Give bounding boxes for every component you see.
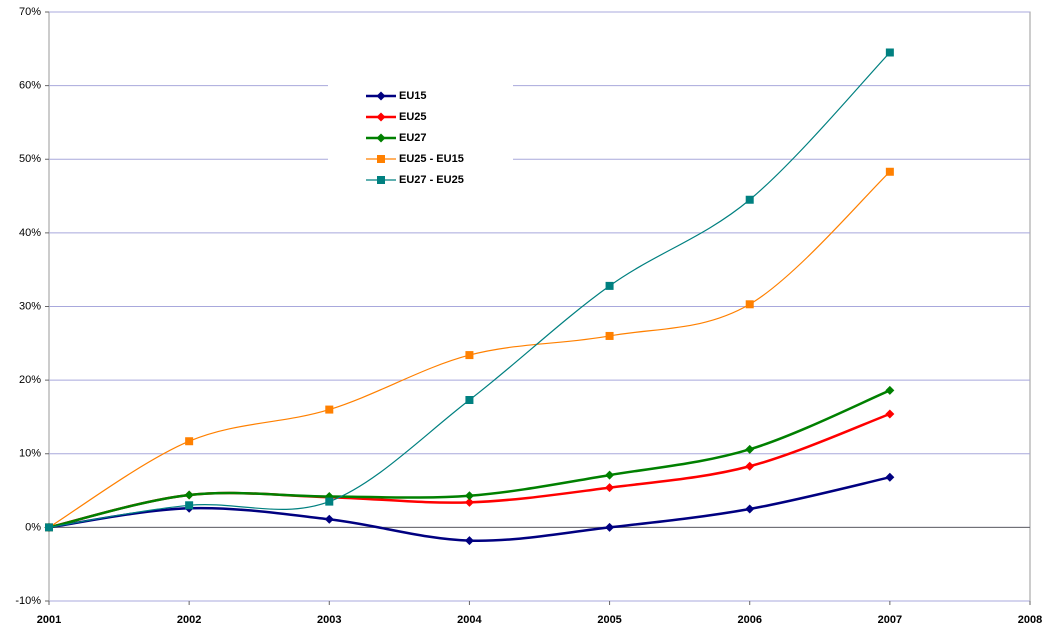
x-tick-label: 2005 [597, 614, 621, 626]
x-tick-label: 2001 [37, 614, 61, 626]
legend-label: EU25 - EU15 [399, 153, 464, 165]
y-tick-label: 60% [19, 80, 41, 92]
marker [185, 437, 194, 446]
x-tick-label: 2003 [317, 614, 341, 626]
marker [185, 501, 194, 510]
y-tick-label: -10% [15, 595, 41, 607]
y-tick-label: 40% [19, 227, 41, 239]
y-tick-label: 70% [19, 6, 41, 18]
marker [325, 497, 334, 506]
marker [376, 91, 386, 101]
marker [465, 351, 474, 360]
marker [376, 133, 386, 143]
marker [464, 536, 474, 546]
marker [885, 167, 894, 176]
y-tick-label: 20% [19, 374, 41, 386]
y-tick-label: 10% [19, 448, 41, 460]
marker [605, 470, 615, 480]
marker [464, 497, 474, 507]
marker [745, 461, 755, 471]
marker [885, 472, 895, 482]
marker [745, 504, 755, 514]
series-line [48, 52, 891, 528]
marker [605, 522, 615, 532]
marker [605, 331, 614, 340]
legend-label: EU25 [399, 111, 427, 123]
x-tick-label: 2004 [457, 614, 482, 626]
x-tick-label: 2008 [1018, 614, 1042, 626]
marker [745, 444, 755, 454]
marker [325, 405, 334, 414]
marker [745, 195, 754, 204]
marker [465, 396, 474, 405]
x-tick-label: 2002 [177, 614, 201, 626]
legend-label: EU27 [399, 132, 427, 144]
legend-box [328, 85, 513, 191]
marker [377, 155, 385, 163]
legend: EU15 EU25 EU27 EU25 - EU15 EU27 - EU25 [328, 85, 513, 191]
marker [885, 409, 895, 419]
marker [605, 281, 614, 290]
marker [745, 300, 754, 309]
marker [184, 490, 194, 500]
marker [605, 483, 615, 493]
legend-label: EU27 - EU25 [399, 174, 464, 186]
marker [885, 385, 895, 395]
y-tick-label: 30% [19, 300, 41, 312]
marker [45, 523, 53, 532]
y-tick-label: 0% [25, 521, 41, 533]
marker [464, 491, 474, 501]
marker [377, 176, 385, 184]
marker [324, 514, 334, 524]
marker [376, 112, 386, 122]
y-tick-label: 50% [19, 153, 41, 165]
marker [885, 48, 894, 57]
x-tick-label: 2007 [878, 614, 902, 626]
legend-label: EU15 [399, 90, 427, 102]
x-tick-label: 2006 [737, 614, 761, 626]
